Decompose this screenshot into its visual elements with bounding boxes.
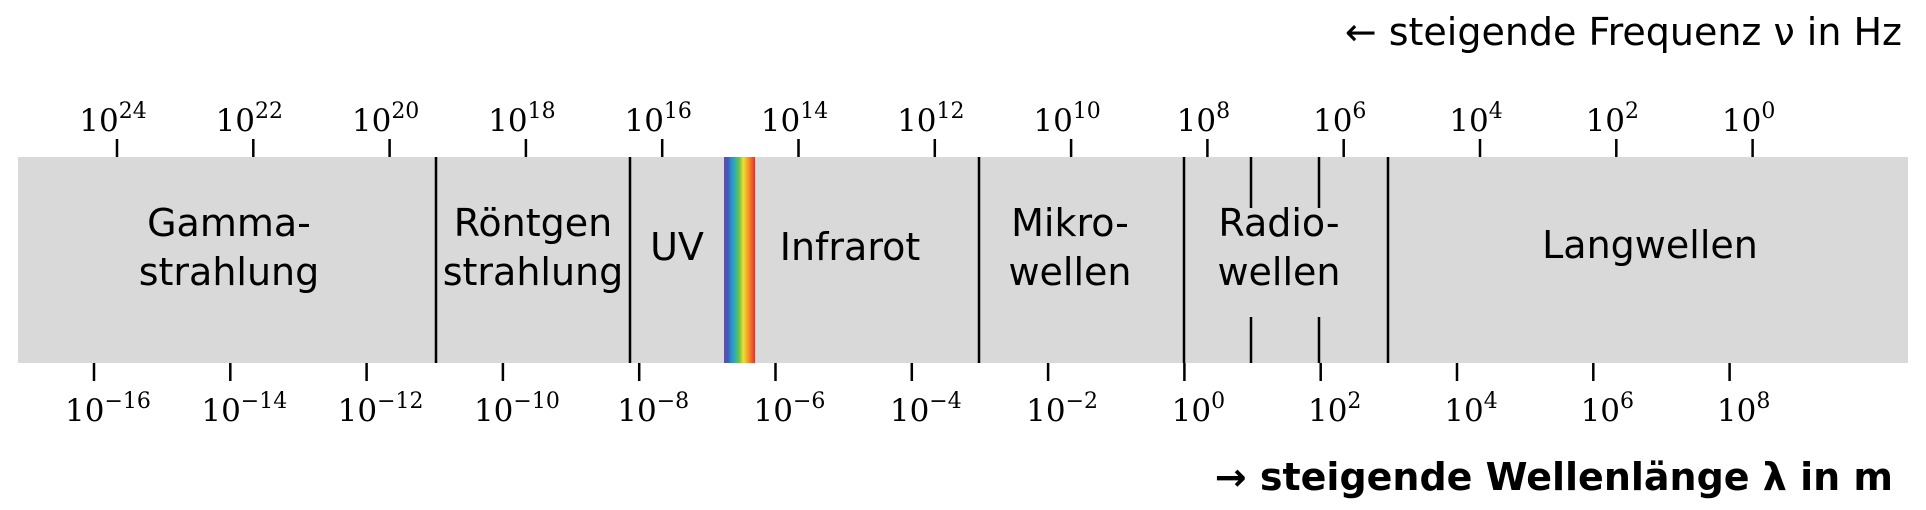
region-dividers (434, 157, 1390, 363)
region-label-uv: UV (650, 225, 704, 269)
tick-label-frequency: 108 (1177, 99, 1230, 139)
tick-label-frequency: 1024 (79, 99, 146, 139)
tick-label-frequency: 1010 (1033, 99, 1100, 139)
frequency-ticks: 1024 1022 1020 1018 1016 1014 1012 1010 108 106 10… (79, 99, 1775, 157)
frequency-axis-title: ← steigende Frequenz ν in Hz (1345, 10, 1902, 54)
tick-label-frequency: 106 (1313, 99, 1366, 139)
wavelength-axis-title: → steigende Wellenlänge λ in m (1215, 455, 1893, 499)
visible-light-strip (724, 157, 755, 363)
tick-label-wavelength: 106 (1581, 389, 1634, 429)
tick-label-wavelength: 10−8 (617, 389, 689, 429)
tick-label-wavelength: 10−16 (65, 389, 151, 429)
region-label-xray: Röntgen strahlung (443, 201, 624, 294)
tick-label-wavelength: 100 (1172, 389, 1225, 429)
region-label-radio: Radio-wellen (1217, 201, 1340, 294)
tick-label-frequency: 104 (1449, 99, 1502, 139)
tick-label-wavelength: 10−14 (201, 389, 287, 429)
tick-label-wavelength: 10−4 (890, 389, 962, 429)
wavelength-ticks: 10−16 10−14 10−12 10−10 10−8 10−6 10−4 10−2 100 1… (65, 363, 1770, 429)
tick-label-wavelength: 104 (1444, 389, 1497, 429)
tick-label-wavelength: 10−10 (474, 389, 560, 429)
tick-label-frequency: 1016 (624, 99, 691, 139)
tick-label-frequency: 1020 (352, 99, 419, 139)
spectrum-band (18, 157, 1908, 363)
tick-label-frequency: 1014 (761, 99, 828, 139)
region-label-infrared: Infrarot (780, 225, 921, 269)
region-label-microwave: Mikro-wellen (1008, 201, 1131, 294)
tick-label-wavelength: 10−2 (1026, 389, 1098, 429)
tick-label-wavelength: 108 (1717, 389, 1770, 429)
tick-label-frequency: 1012 (897, 99, 964, 139)
region-label-gamma: Gamma-strahlung (139, 201, 320, 294)
tick-label-wavelength: 10−6 (754, 389, 826, 429)
tick-label-frequency: 1022 (216, 99, 283, 139)
tick-label-frequency: 100 (1722, 99, 1775, 139)
region-label-longwave: Langwellen (1542, 223, 1758, 267)
tick-label-wavelength: 102 (1308, 389, 1361, 429)
tick-label-frequency: 1018 (488, 99, 555, 139)
region-labels: Gamma-strahlung Röntgen strahlung UV Infraro… (139, 201, 1758, 294)
tick-label-wavelength: 10−12 (338, 389, 424, 429)
tick-label-frequency: 102 (1586, 99, 1639, 139)
